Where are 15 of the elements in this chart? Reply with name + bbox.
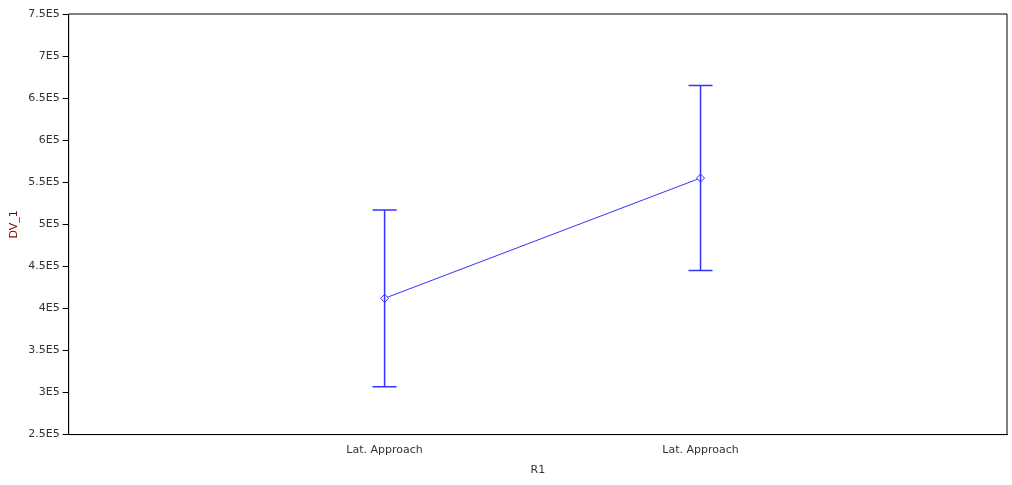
y-tick-label: 6.5E5 (28, 90, 60, 104)
x-tick-label: Lat. Approach (662, 443, 739, 457)
y-tick-label: 3.5E5 (28, 343, 60, 357)
y-tick-label: 3E5 (38, 385, 60, 399)
x-tick-label: Lat. Approach (346, 443, 423, 457)
y-tick-label: 2.5E5 (28, 427, 60, 441)
y-tick-label: 4E5 (38, 301, 60, 315)
y-tick-label: 5E5 (38, 217, 60, 231)
x-axis-title: R1 (530, 463, 546, 477)
y-tick-label: 4.5E5 (28, 259, 60, 273)
y-tick-label: 5.5E5 (28, 175, 60, 189)
y-tick-label: 6E5 (38, 133, 60, 147)
y-tick-label: 7E5 (38, 48, 60, 62)
y-tick-label: 7.5E5 (28, 6, 60, 20)
y-axis-title: DV_1 (7, 210, 21, 239)
